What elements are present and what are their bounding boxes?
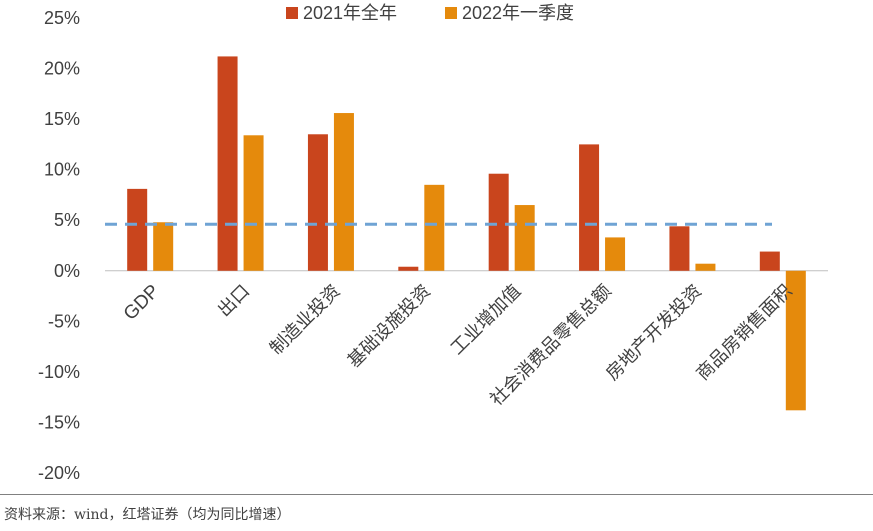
bar [669,226,690,271]
y-tick-label: -5% [48,311,80,331]
bar [424,184,445,271]
legend-label: 2022年一季度 [462,3,574,23]
bar [605,237,626,271]
y-tick-label: 5% [54,210,80,230]
bar [488,173,509,271]
x-axis-category-labels: GDP 出口 制造业投资 基础设施投资 工业增加值社会消费品零售总额房地产开发投资商品房… [120,281,797,410]
bar [579,144,600,271]
bar [514,205,535,271]
bar [217,56,238,271]
bar [307,134,328,271]
bar [243,135,264,271]
x-category-label: 工业增加值 [447,281,525,359]
bar [333,113,354,271]
legend-label: 2021年全年 [303,3,397,23]
x-category-label: 出口 [214,281,254,321]
x-category-label: GDP [120,281,164,325]
y-tick-label: -10% [38,362,80,382]
x-category-label: 商品房销售面积 [692,281,796,385]
bar [398,266,419,271]
y-tick-label: 15% [44,109,80,129]
source-divider [0,494,873,495]
y-tick-label: 20% [44,59,80,79]
y-tick-label: 0% [54,261,80,281]
y-axis-ticks: -20% -15% -10% -5% 0% 5% 10% 15% 20% 25% [38,8,80,483]
bar [785,270,806,411]
bar [153,222,174,271]
bars [127,56,806,411]
y-tick-label: 25% [44,8,80,28]
x-category-label: 基础设施投资 [344,281,435,372]
x-category-label: 制造业投资 [266,281,344,359]
source-note: 资料来源：wind，红塔证券（均为同比增速） [4,507,291,523]
bar [127,188,148,271]
bar [695,263,716,271]
y-tick-label: -15% [38,412,80,432]
bar [759,251,780,271]
legend-swatch [445,7,457,19]
x-category-label: 房地产开发投资 [602,281,706,385]
legend: 2021年全年 2022年一季度 [286,3,574,23]
y-tick-label: 10% [44,160,80,180]
legend-swatch [286,7,298,19]
y-tick-label: -20% [38,463,80,483]
